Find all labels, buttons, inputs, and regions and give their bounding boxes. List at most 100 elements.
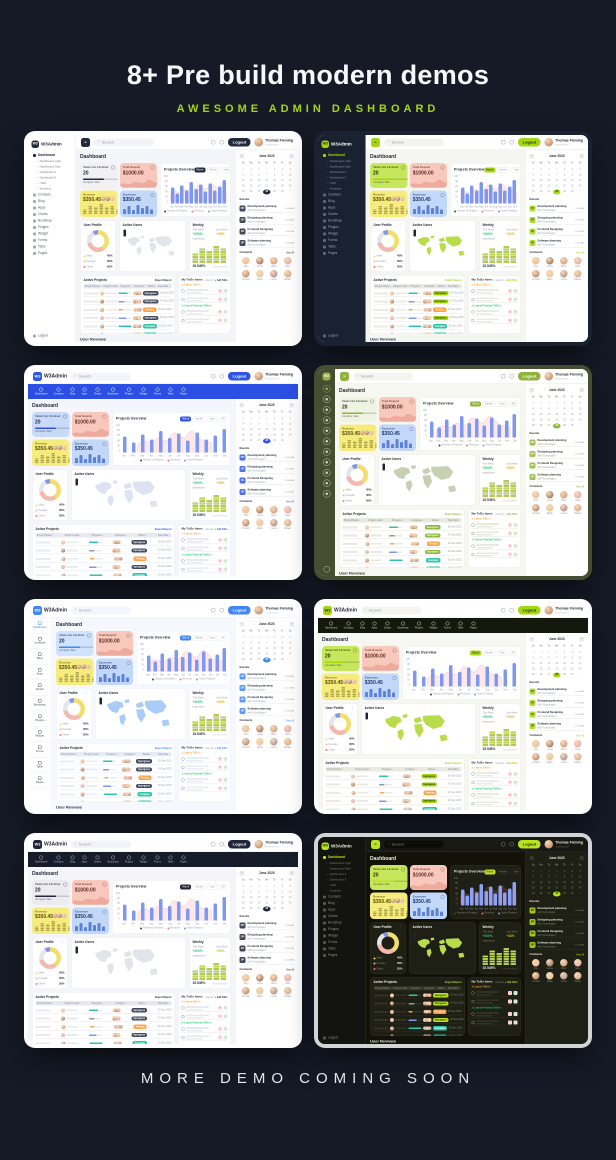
calendar-day[interactable]: 13: [547, 662, 551, 666]
table-row[interactable]: Complete 30 Dec 2023: [83, 323, 172, 330]
table-row[interactable]: Inprogress 28 Sep 2023: [325, 798, 462, 805]
calendar-day[interactable]: 21: [265, 902, 269, 905]
todo-delete-button[interactable]: ✕: [218, 318, 222, 323]
sidebar-item-logout[interactable]: Logout: [32, 333, 73, 339]
contact[interactable]: Lucas: [267, 737, 280, 749]
calendar-day[interactable]: 1: [289, 439, 291, 443]
sidebar-item-plugins[interactable]: Plugins: [322, 927, 363, 933]
calendar-day[interactable]: 6: [258, 174, 260, 177]
calendar-day[interactable]: 13: [257, 428, 261, 432]
calendar-day[interactable]: 23: [570, 668, 574, 671]
sidebar-subitem[interactable]: – CMS: [36, 181, 47, 185]
contacts-view-all-link[interactable]: View All: [575, 251, 584, 254]
calendar-day[interactable]: 23: [280, 653, 284, 656]
calendar-day[interactable]: 8: [273, 891, 276, 894]
chart-filter-all[interactable]: All: [218, 635, 227, 641]
user-menu[interactable]: Thomas Fleming: [254, 840, 293, 849]
calendar-day[interactable]: 18: [532, 419, 535, 422]
calendar-day[interactable]: 30: [570, 673, 574, 677]
calendar-day[interactable]: 1: [563, 168, 566, 172]
calendar-day[interactable]: 28: [552, 891, 561, 897]
sidebar-item-charts[interactable]: Charts: [28, 680, 52, 696]
gear-icon[interactable]: [509, 374, 515, 379]
calendar-day[interactable]: 23: [280, 902, 284, 905]
calendar-day[interactable]: 27: [257, 439, 261, 443]
calendar-day[interactable]: 30: [570, 190, 574, 194]
sidebar-subitem[interactable]: – Dashboard 2: [36, 170, 57, 174]
calendar-day[interactable]: 21: [265, 185, 269, 188]
calendar-day[interactable]: 1: [273, 417, 276, 421]
chart-filter-year[interactable]: Year: [496, 401, 508, 407]
card-revenue[interactable]: Revenue $350.45: [80, 190, 118, 217]
calendar-day[interactable]: 18: [242, 902, 245, 905]
contact[interactable]: Oliver: [557, 491, 570, 502]
calendar-day[interactable]: 30: [547, 651, 551, 655]
calendar-day[interactable]: 27: [547, 424, 551, 428]
export-report-link[interactable]: Export Report: [154, 995, 172, 999]
todo-item[interactable]: ✕ ✓: [471, 990, 518, 997]
calendar-day[interactable]: 10: [578, 174, 582, 177]
sidebar-subitem[interactable]: – Dashboard 3: [326, 878, 347, 882]
todo-checkbox[interactable]: [181, 297, 185, 301]
todo-delete-button[interactable]: ✕: [508, 310, 512, 315]
todo-item[interactable]: ✕ ✓: [181, 288, 228, 295]
calendar-day[interactable]: 31: [265, 417, 269, 421]
table-row[interactable]: Inprogress 28 Sep 2023: [35, 539, 172, 546]
calendar-day[interactable]: 20: [257, 185, 261, 188]
todo-item[interactable]: ✕ ✓: [471, 779, 518, 787]
todo-delete-button[interactable]: ✕: [508, 531, 512, 536]
calendar-day[interactable]: 28: [532, 651, 535, 655]
calendar-day[interactable]: 5: [540, 174, 542, 177]
calendar-next-icon[interactable]: ›: [289, 154, 294, 159]
event-item[interactable]: FD Frontend Designing with Technologies 10:…: [239, 695, 294, 705]
bell-icon[interactable]: [211, 140, 216, 145]
calendar-day[interactable]: 9: [281, 174, 283, 177]
contact[interactable]: Lucas: [557, 269, 570, 281]
contact[interactable]: Oliver: [267, 725, 280, 736]
calendar-day[interactable]: 27: [547, 190, 551, 194]
calendar-day[interactable]: 30: [570, 892, 574, 896]
table-row[interactable]: Complete 30 Dec 2023: [325, 806, 462, 810]
calendar-day[interactable]: 11: [242, 428, 245, 432]
sidebar-item-forms[interactable]: Forms: [322, 940, 363, 946]
table-row[interactable]: Complete 30 Dec 2023: [373, 323, 462, 330]
calendar-day[interactable]: 13: [547, 881, 551, 885]
card-deposit[interactable]: Total Deposit $1000.00: [71, 880, 109, 905]
calendar-day[interactable]: 8: [273, 423, 276, 426]
calendar-day[interactable]: 27: [257, 907, 261, 911]
todo-item[interactable]: ✕ ✓: [471, 792, 518, 799]
contact[interactable]: Rafael: [571, 971, 584, 983]
calendar-day[interactable]: 25: [242, 439, 245, 443]
todo-delete-button[interactable]: ✕: [218, 310, 222, 315]
more-options-icon[interactable]: ⋮: [85, 691, 89, 696]
add-todo-link[interactable]: + Add ToDo: [504, 512, 518, 516]
contact[interactable]: Lucas: [543, 959, 556, 970]
calendar-day[interactable]: 25: [532, 892, 535, 896]
more-options-icon[interactable]: ⋮: [399, 223, 403, 228]
calendar-day[interactable]: 6: [548, 657, 550, 660]
todo-checkbox[interactable]: [471, 531, 475, 535]
calendar-day[interactable]: 24: [578, 419, 582, 422]
todo-delete-button[interactable]: ✕: [508, 1012, 512, 1017]
table-row[interactable]: Pending 26 Sep 2023: [83, 307, 172, 314]
sidebar-item-contacts[interactable]: Contacts: [28, 634, 52, 649]
calendar-day[interactable]: 13: [257, 179, 261, 183]
chart-filter-month[interactable]: Month: [482, 650, 496, 656]
calendar-day[interactable]: 29: [273, 658, 276, 662]
search-input[interactable]: ○ Search: [361, 606, 422, 615]
todo-item[interactable]: ✕ ✓: [181, 309, 228, 316]
calendar-day[interactable]: 17: [288, 179, 292, 183]
todo-item[interactable]: ✕ ✓: [181, 785, 228, 793]
contact[interactable]: Lucas: [267, 269, 280, 281]
calendar-day[interactable]: 10: [288, 423, 292, 426]
nav-item-pages[interactable]: Pages: [470, 621, 477, 630]
logout-button[interactable]: Logout: [518, 840, 541, 849]
event-item[interactable]: DP Development planning with Technologies 1…: [239, 453, 294, 463]
calendar-day[interactable]: 12: [249, 179, 253, 183]
calendar-day[interactable]: 13: [547, 413, 551, 417]
calendar-day[interactable]: 29: [539, 168, 543, 172]
calendar-day[interactable]: 21: [555, 419, 559, 422]
sidebar-subitem[interactable]: – Dashboard Light: [326, 159, 351, 163]
calendar-day[interactable]: 24: [288, 185, 292, 188]
export-report-link[interactable]: Export Report: [444, 278, 462, 282]
